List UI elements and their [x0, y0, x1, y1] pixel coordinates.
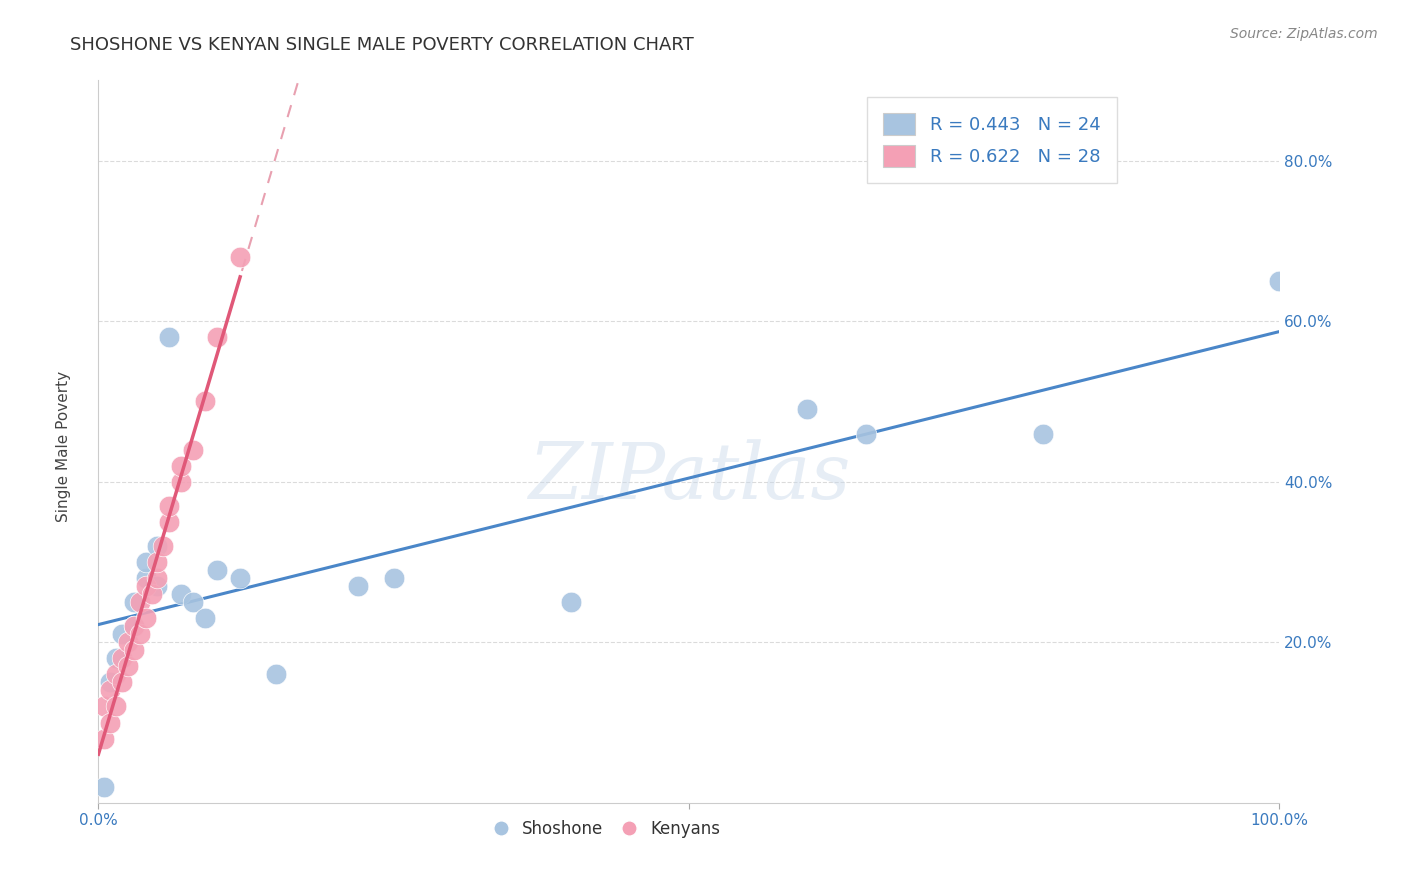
Point [135, 579, 157, 593]
Point [146, 539, 169, 553]
Point [1032, 426, 1054, 441]
Point [135, 571, 157, 585]
Point [98, 715, 121, 730]
Point [105, 699, 128, 714]
Point [205, 563, 228, 577]
Point [122, 595, 145, 609]
Point [146, 571, 169, 585]
Text: SHOSHONE VS KENYAN SINGLE MALE POVERTY CORRELATION CHART: SHOSHONE VS KENYAN SINGLE MALE POVERTY C… [70, 36, 695, 54]
Point [347, 579, 370, 593]
Point [135, 555, 157, 569]
Point [135, 611, 157, 625]
Point [264, 667, 287, 681]
Point [93, 780, 115, 794]
Point [111, 675, 134, 690]
Point [170, 587, 193, 601]
Point [382, 571, 405, 585]
Point [157, 330, 180, 344]
Point [855, 426, 877, 441]
Point [128, 595, 150, 609]
Point [105, 651, 128, 665]
Point [93, 699, 115, 714]
Point [170, 458, 193, 473]
Point [560, 595, 582, 609]
Point [111, 651, 134, 665]
Point [146, 579, 169, 593]
Point [122, 619, 145, 633]
Point [98, 675, 121, 690]
Point [194, 394, 217, 409]
Point [194, 611, 217, 625]
Point [181, 595, 204, 609]
Point [796, 402, 818, 417]
Point [152, 539, 174, 553]
Text: ZIPatlas: ZIPatlas [527, 440, 851, 516]
Point [229, 250, 252, 264]
Point [157, 515, 180, 529]
Point [122, 643, 145, 657]
Text: Source: ZipAtlas.com: Source: ZipAtlas.com [1230, 27, 1378, 41]
Point [181, 442, 204, 457]
Point [229, 571, 252, 585]
Point [128, 627, 150, 641]
Point [1268, 274, 1291, 288]
Point [122, 619, 145, 633]
Point [117, 635, 139, 649]
Point [170, 475, 193, 489]
Point [141, 587, 163, 601]
Point [146, 555, 169, 569]
Point [111, 627, 134, 641]
Legend: Shoshone, Kenyans: Shoshone, Kenyans [485, 814, 727, 845]
Point [157, 499, 180, 513]
Point [117, 659, 139, 673]
Point [93, 731, 115, 746]
Text: Single Male Poverty: Single Male Poverty [56, 370, 70, 522]
Point [205, 330, 228, 344]
Point [98, 683, 121, 698]
Point [105, 667, 128, 681]
